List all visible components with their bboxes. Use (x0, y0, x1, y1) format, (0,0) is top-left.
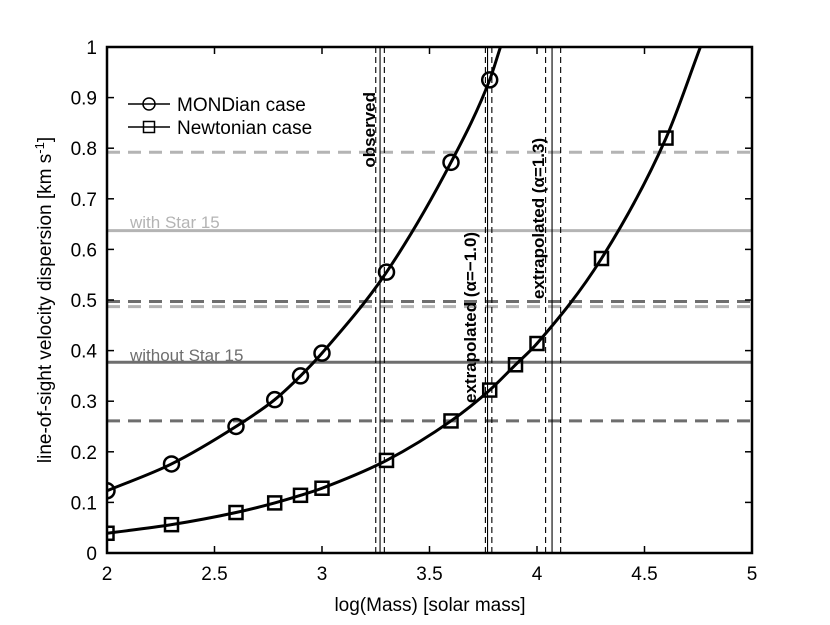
x-tick-label-2: 3 (317, 564, 328, 585)
newtonian-point-10 (529, 335, 545, 352)
series-line-1 (107, 47, 702, 535)
mondian-point-1 (162, 455, 181, 473)
y-axis-label-main: line-of-sight velocity dispersion [km s (35, 154, 56, 463)
series-line-0 (107, 47, 502, 493)
y-axis-label-superscript: -1 (32, 142, 47, 154)
y-tick-label-8: 0.8 (71, 139, 97, 160)
mondian-point-3 (265, 390, 284, 409)
mondian-point-7 (442, 153, 460, 172)
mondian-point-0 (107, 482, 116, 500)
mondian-point-8 (480, 71, 499, 89)
newtonian-point-4 (292, 487, 309, 504)
newtonian-point-12 (658, 130, 674, 146)
y-tick-label-0: 0 (86, 544, 97, 565)
x-axis-label: log(Mass) [solar mass] (334, 595, 525, 616)
newtonian-point-7 (443, 413, 459, 429)
mondian-point-5 (313, 344, 331, 362)
label-without-star-15: without Star 15 (129, 346, 243, 365)
reference-lines (107, 47, 752, 553)
series-1 (107, 47, 702, 542)
label-extrapolated-alpha-minus-1: extrapolated (α=−1.0) (461, 232, 480, 403)
newtonian-point-11 (593, 250, 610, 267)
y-axis-label: line-of-sight velocity dispersion [km s-… (32, 137, 56, 463)
x-tick-label-0: 2 (102, 564, 113, 585)
y-tick-label-6: 0.6 (71, 240, 97, 261)
mondian-point-2 (227, 417, 245, 436)
label-extrapolated-alpha-1-3: extrapolated (α=1.3) (529, 138, 548, 299)
newtonian-point-3 (266, 495, 283, 511)
newtonian-point-1 (163, 516, 180, 533)
tick-labels: 2 2.5 3 3.5 4 4.5 5 0 0.1 0.2 0.3 0.4 0.5 0.6 0.7 0.8 0.… (71, 38, 758, 585)
label-with-star-15: with Star 15 (129, 213, 220, 232)
x-tick-label-4: 4 (532, 564, 543, 585)
legend-label-mondian: MONDian case (177, 95, 306, 116)
y-tick-label-9: 0.9 (71, 89, 97, 110)
axis-ticks (106, 46, 753, 554)
y-tick-label-1: 0.1 (71, 493, 97, 514)
y-tick-label-5: 0.5 (71, 291, 97, 312)
legend: MONDian case Newtonian case (128, 95, 312, 139)
newtonian-point-8 (481, 382, 498, 398)
x-tick-label-1: 2.5 (201, 564, 227, 585)
series-layer (107, 47, 702, 542)
x-tick-label-3: 3.5 (416, 564, 442, 585)
newtonian-point-6 (378, 452, 395, 469)
x-tick-label-6: 5 (747, 564, 758, 585)
y-tick-label-3: 0.3 (71, 392, 97, 413)
legend-marker-mondian (142, 97, 156, 111)
newtonian-point-5 (314, 480, 330, 496)
y-tick-label-7: 0.7 (71, 190, 97, 211)
newtonian-point-0 (107, 525, 115, 542)
y-tick-label-2: 0.2 (71, 443, 97, 464)
y-tick-label-4: 0.4 (71, 342, 98, 363)
y-tick-label-10: 1 (86, 38, 97, 59)
series-0 (107, 47, 502, 500)
newtonian-point-9 (507, 357, 524, 373)
mondian-point-6 (377, 263, 396, 281)
y-axis-label-suffix: ] (35, 137, 56, 142)
legend-marker-newtonian (142, 120, 156, 134)
label-observed: observed (360, 92, 379, 168)
newtonian-point-2 (228, 504, 244, 521)
legend-label-newtonian: Newtonian case (177, 118, 312, 139)
mondian-point-4 (291, 367, 310, 385)
x-tick-label-5: 4.5 (631, 564, 657, 585)
